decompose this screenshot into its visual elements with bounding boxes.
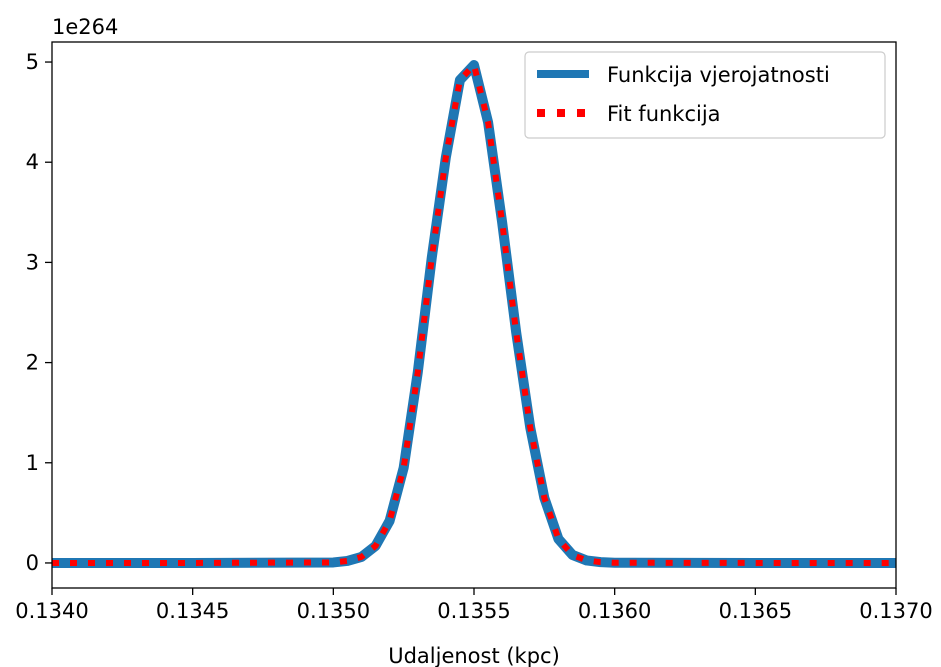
y-tick-label: 2 [26, 351, 39, 375]
y-tick-label: 0 [26, 551, 39, 575]
plot-area [52, 60, 896, 568]
legend-label-fit-funkcija: Fit funkcija [607, 102, 721, 126]
y-offset-label: 1e264 [52, 15, 118, 39]
x-tick-label: 0.1350 [297, 599, 370, 623]
y-tick-label: 1 [26, 451, 39, 475]
x-tick-label: 0.1360 [578, 599, 651, 623]
x-tick-label: 0.1345 [156, 599, 229, 623]
x-tick-label: 0.1340 [15, 599, 88, 623]
y-tick-label: 3 [26, 250, 39, 274]
y-axis: 0 1 2 3 4 5 [26, 50, 52, 575]
x-axis: 0.1340 0.1345 0.1350 0.1355 0.1360 0.1365 0.13… [15, 588, 933, 623]
legend-label-funkcija-vjerojatnosti: Funkcija vjerojatnosti [607, 63, 830, 87]
x-tick-label: 0.1370 [859, 599, 932, 623]
x-axis-label: Udaljenost (kpc) [388, 644, 560, 667]
legend: Funkcija vjerojatnosti Fit funkcija [524, 51, 886, 139]
series-line-funkcija-vjerojatnosti [52, 60, 896, 568]
y-tick-label: 5 [26, 50, 39, 74]
y-tick-label: 4 [26, 150, 39, 174]
series-line-fit-funkcija [52, 62, 896, 566]
legend-box [524, 51, 886, 139]
x-tick-label: 0.1355 [437, 599, 510, 623]
x-tick-label: 0.1365 [719, 599, 792, 623]
